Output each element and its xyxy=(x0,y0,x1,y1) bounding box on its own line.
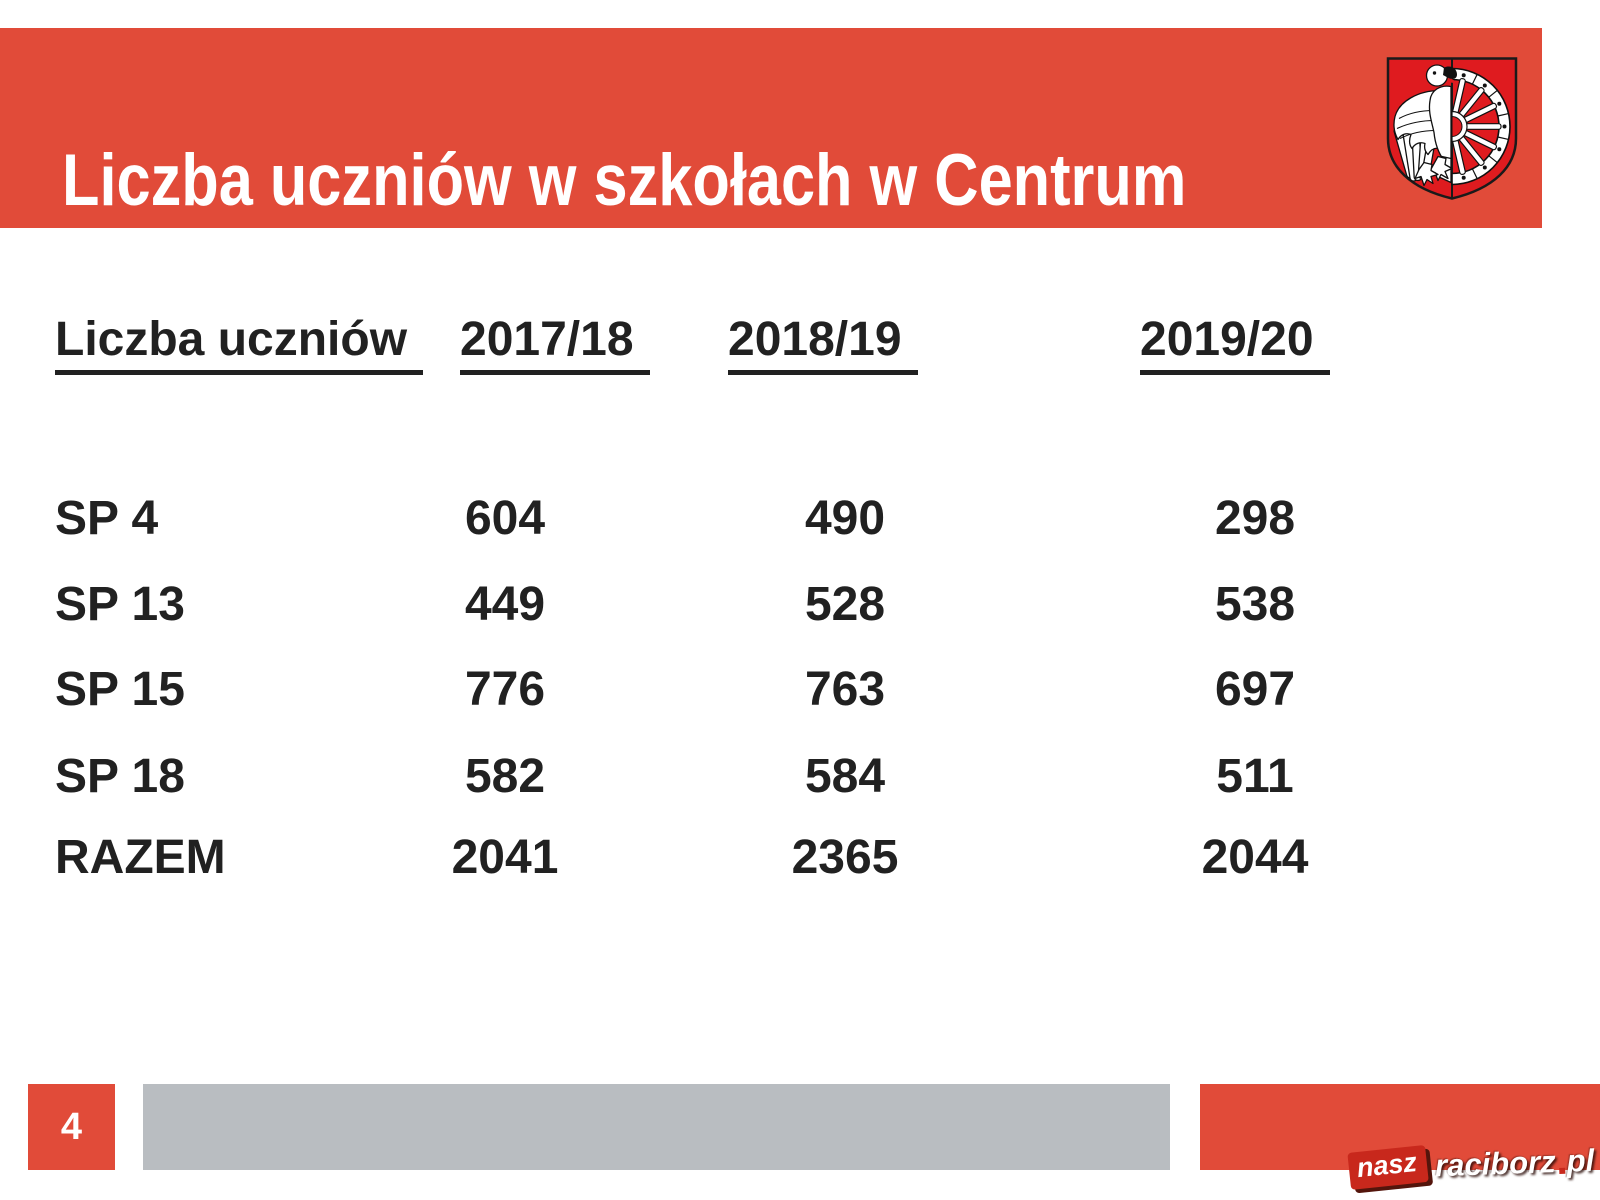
watermark-prefix: nasz xyxy=(1347,1144,1429,1190)
row-label: RAZEM xyxy=(55,831,226,884)
table-row: SP 18 582 584 511 xyxy=(0,746,1600,808)
table-row: SP 4 604 490 298 xyxy=(0,488,1600,550)
cell-value: 582 xyxy=(464,750,546,803)
cell-value: 697 xyxy=(1214,663,1296,716)
cell-value: 2044 xyxy=(1201,831,1309,884)
page-number-badge: 4 xyxy=(28,1084,115,1170)
column-header-label: Liczba uczniów xyxy=(55,312,424,375)
cell-value: 763 xyxy=(804,663,886,716)
cell-value: 538 xyxy=(1214,578,1296,631)
column-header-year-2018-19: 2018/19 xyxy=(728,312,918,375)
cell-value: 776 xyxy=(464,663,546,716)
table-row-total: RAZEM 2041 2365 2044 xyxy=(0,827,1600,889)
row-label: SP 4 xyxy=(55,492,159,545)
row-label: SP 15 xyxy=(55,663,185,716)
watermark-tld: pl xyxy=(1565,1142,1595,1179)
cell-value: 511 xyxy=(1216,750,1294,803)
cell-value: 2041 xyxy=(451,831,559,884)
cell-value: 584 xyxy=(804,750,886,803)
page-title: Liczba uczniów w szkołach w Centrum xyxy=(62,140,1187,221)
column-header-year-2017-18: 2017/18 xyxy=(460,312,650,375)
table-header-row: Liczba uczniów 2017/18 2018/19 2019/20 xyxy=(0,312,1600,375)
column-header-year-2019-20: 2019/20 xyxy=(1140,312,1330,375)
row-label: SP 13 xyxy=(55,578,185,631)
cell-value: 449 xyxy=(464,578,546,631)
table-row: SP 15 776 763 697 xyxy=(0,659,1600,721)
title-band: Liczba uczniów w szkołach w Centrum xyxy=(0,28,1542,228)
table-row: SP 13 449 528 538 xyxy=(0,574,1600,636)
row-label: SP 18 xyxy=(55,750,185,803)
raciborz-coat-of-arms-icon xyxy=(1386,57,1518,200)
watermark-site: raciborz xyxy=(1434,1143,1556,1184)
cell-value: 298 xyxy=(1214,492,1296,545)
nasz-raciborz-watermark-logo: nasz raciborz pl xyxy=(1347,1142,1595,1190)
cell-value: 490 xyxy=(804,492,886,545)
cell-value: 2365 xyxy=(791,831,899,884)
cell-value: 528 xyxy=(804,578,886,631)
watermark-dot-icon xyxy=(1558,1167,1565,1174)
cell-value: 604 xyxy=(464,492,546,545)
footer-gray-bar xyxy=(143,1084,1170,1170)
